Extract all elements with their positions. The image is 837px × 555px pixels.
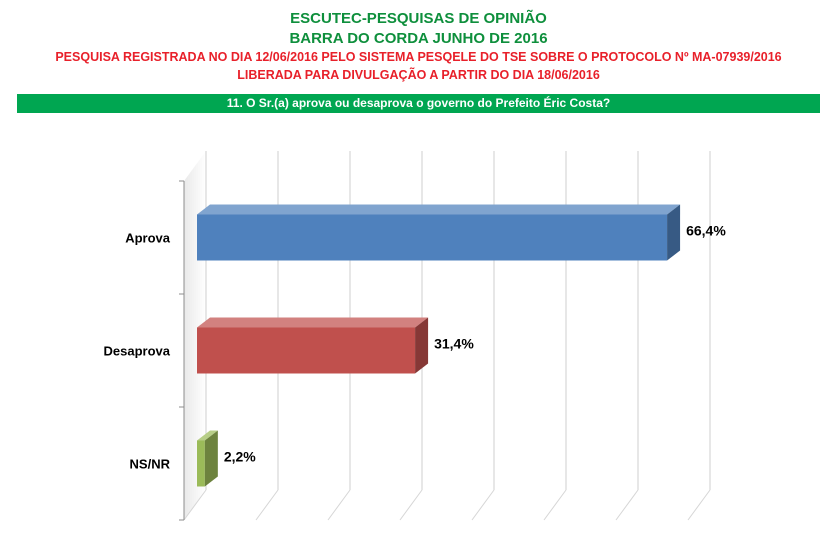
floor-gridline: [687, 489, 711, 521]
value-label: 2,2%: [224, 449, 256, 465]
bar-top-aprova: [197, 204, 681, 215]
bar-top-desaprova: [197, 317, 429, 328]
bar-top-nsnr: [197, 430, 218, 441]
value-label: 31,4%: [434, 336, 474, 352]
bar-aprova: [197, 214, 668, 261]
bar-end-aprova: [667, 204, 681, 261]
floor-gridline: [543, 489, 567, 521]
value-label: 66,4%: [686, 223, 726, 239]
category-label: Desaprova: [104, 344, 171, 359]
bar-desaprova: [197, 327, 416, 374]
floor-gridline: [183, 489, 207, 521]
report-subtitle: BARRA DO CORDA JUNHO DE 2016: [289, 30, 548, 47]
floor-gridline: [255, 489, 279, 521]
floor-gridline: [615, 489, 639, 521]
floor-gridline: [399, 489, 423, 521]
bar-chart: Aprova 66,4% Desaprova 31,4% NS/NR 2,2%: [104, 151, 726, 521]
floor-gridline: [471, 489, 495, 521]
floor-gridline: [327, 489, 351, 521]
bar-end-nsnr: [204, 430, 218, 487]
report-title: ESCUTEC-PESQUISAS DE OPINIÃO: [290, 10, 547, 27]
bar-end-desaprova: [415, 317, 429, 374]
bar-nsnr: [197, 440, 205, 487]
category-label: NS/NR: [130, 457, 171, 472]
registration-notice: PESQUISA REGISTRADA NO DIA 12/06/2016 PE…: [55, 50, 782, 64]
category-label: Aprova: [125, 231, 171, 246]
question-banner: 11. O Sr.(a) aprova ou desaprova o gover…: [17, 94, 820, 113]
release-notice: LIBERADA PARA DIVULGAÇÃO A PARTIR DO DIA…: [237, 68, 600, 82]
